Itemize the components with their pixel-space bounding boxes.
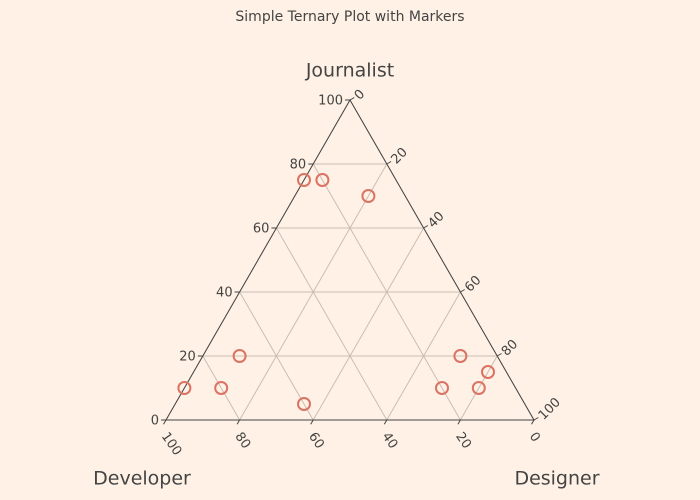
b-tick [163, 419, 167, 425]
b-tick [457, 419, 461, 425]
grid-line [459, 355, 498, 421]
c-tick-label: 20 [388, 145, 410, 167]
marker [453, 349, 468, 363]
a-tick-label: 20 [179, 350, 196, 365]
grid-line [312, 227, 425, 421]
marker [315, 173, 330, 187]
a-tick-label: 40 [216, 286, 233, 301]
c-tick-label: 60 [462, 273, 484, 295]
b-tick-label: 100 [158, 430, 185, 459]
c-tick-label: 40 [425, 209, 447, 231]
marker [361, 189, 376, 203]
grid-line [202, 355, 241, 421]
marker [481, 365, 495, 379]
triangle-frame [165, 98, 535, 421]
b-tick-label: 80 [231, 430, 253, 452]
a-tick-label: 80 [290, 158, 307, 173]
b-tick [236, 419, 241, 425]
marker [435, 381, 449, 395]
b-tick-label: 60 [305, 430, 327, 452]
b-tick-label: 20 [452, 430, 474, 452]
b-tick [310, 419, 314, 425]
c-tick [349, 97, 355, 101]
marker [177, 381, 192, 395]
c-tick [533, 417, 539, 421]
c-tick-label: 80 [499, 337, 521, 359]
marker [297, 173, 311, 187]
c-axis-title: Designer [514, 468, 599, 490]
b-tick [383, 419, 388, 425]
a-tick-label: 0 [151, 414, 159, 429]
c-tick-label: 100 [536, 395, 564, 423]
chart-title: Simple Ternary Plot with Markers [235, 9, 464, 25]
marker [232, 349, 247, 363]
marker [471, 381, 486, 395]
marker [297, 397, 311, 411]
c-tick-label: 0 [352, 87, 368, 103]
b-axis-title: Developer [93, 468, 191, 490]
marker [214, 381, 229, 395]
c-tick [496, 353, 502, 357]
c-tick [386, 161, 392, 165]
b-tick [531, 419, 535, 425]
a-tick-label: 100 [318, 94, 343, 109]
grid-line [239, 163, 388, 421]
c-tick [460, 289, 465, 293]
c-tick [423, 225, 429, 229]
grid-line [386, 291, 461, 421]
a-tick-label: 60 [253, 222, 270, 237]
b-tick-label: 40 [379, 430, 401, 452]
grid-line [275, 227, 388, 421]
a-axis-title: Journalist [305, 60, 394, 82]
b-tick-label: 0 [526, 430, 543, 445]
